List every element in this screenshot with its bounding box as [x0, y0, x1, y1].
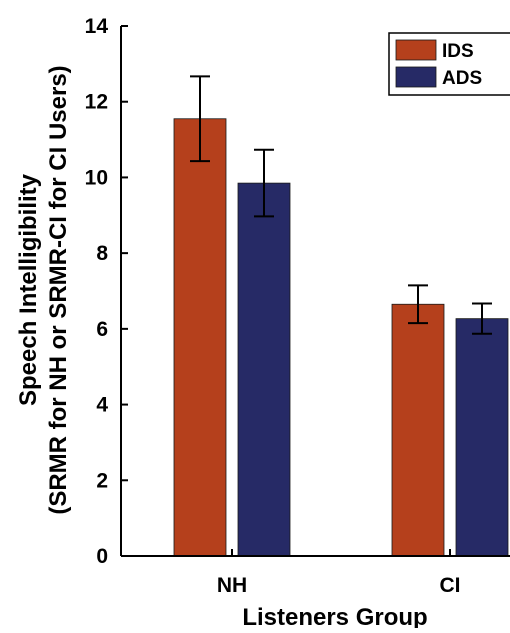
y-tick-label-6: 6	[96, 318, 108, 341]
y-tick-label-14: 14	[85, 15, 109, 38]
y-tick-label-8: 8	[96, 242, 108, 265]
bar-ids-nh	[173, 118, 227, 557]
y-tick-label-2: 2	[96, 469, 108, 492]
legend-label-ads: ADS	[442, 68, 482, 89]
legend-swatch-ads	[395, 66, 437, 88]
y-tick-label-4: 4	[96, 394, 108, 417]
bar-ids-ci	[391, 303, 445, 557]
y-tick-label-12: 12	[85, 91, 108, 114]
y-tick-label-10: 10	[85, 166, 108, 189]
y-axis-title-line-1: Speech Intelligibility	[15, 173, 42, 406]
bar-ads-nh	[237, 182, 291, 557]
legend-label-ids: IDS	[442, 41, 474, 62]
x-axis-title: Listeners Group	[242, 604, 427, 628]
y-axis-title-line-2: (SRMR for NH or SRMR-CI for CI Users)	[45, 65, 72, 514]
y-tick-label-0: 0	[96, 545, 108, 568]
legend-swatch-ids	[395, 39, 437, 61]
bar-ads-ci	[455, 318, 509, 557]
x-tick-label-nh: NH	[217, 574, 247, 597]
x-tick-label-ci: CI	[440, 574, 461, 597]
